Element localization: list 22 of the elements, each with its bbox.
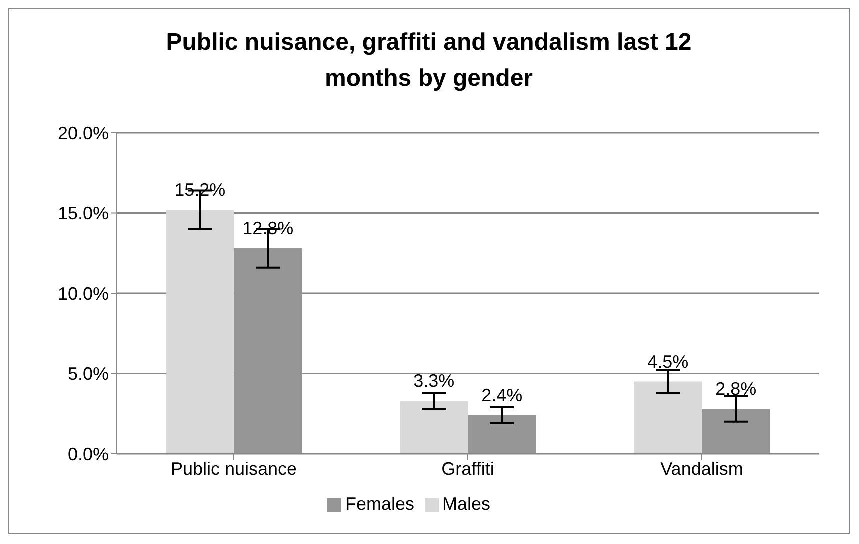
legend-label: Males <box>442 494 491 514</box>
legend-label: Females <box>345 494 414 514</box>
y-tick-label: 5.0% <box>68 364 109 384</box>
data-label: 2.4% <box>482 385 523 406</box>
y-tick-label: 15.0% <box>58 204 109 224</box>
bar <box>400 401 468 454</box>
y-tick-label: 20.0% <box>58 123 109 144</box>
bar <box>634 382 702 454</box>
x-tick-label: Graffiti <box>442 458 494 479</box>
bar <box>166 210 234 454</box>
data-label: 15.2% <box>174 180 226 200</box>
bar <box>468 415 536 454</box>
x-tick-label: Public nuisance <box>170 458 298 479</box>
y-tick-label: 10.0% <box>58 284 109 304</box>
y-tick-label: 0.0% <box>68 444 109 464</box>
chart-title: Public nuisance, graffiti and vandalism last 12 months by gender <box>165 28 693 94</box>
bar <box>702 409 770 454</box>
data-label: 3.3% <box>414 371 455 392</box>
data-label: 4.5% <box>648 352 689 372</box>
bar <box>234 248 302 454</box>
data-label: 2.8% <box>716 379 757 400</box>
x-tick-label: Vandalism <box>660 458 744 479</box>
